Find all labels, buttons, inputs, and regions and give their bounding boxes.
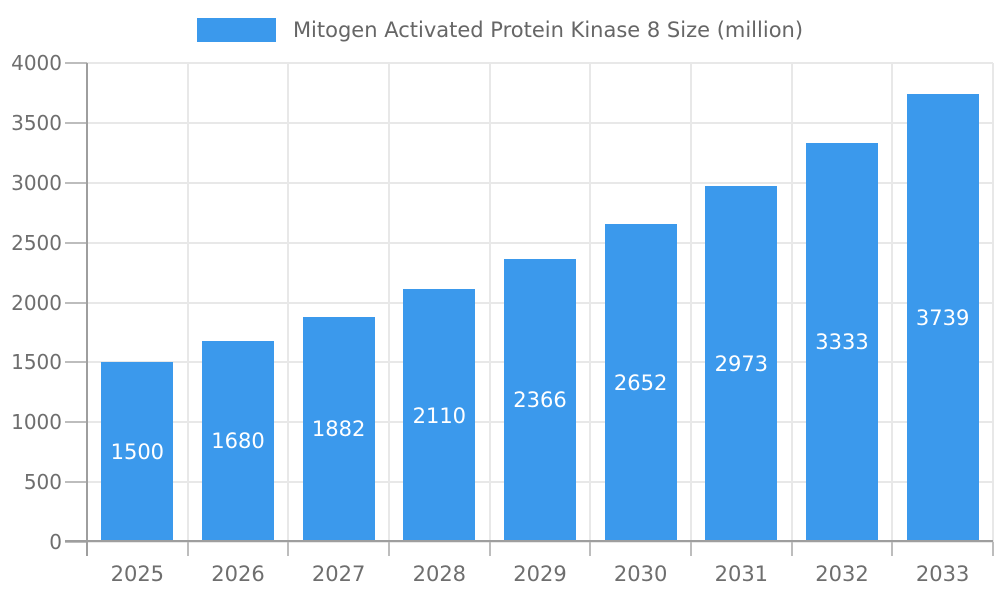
y-axis-tick-label: 4000 [11, 51, 62, 75]
bar-2028[interactable] [403, 289, 476, 542]
x-gridline [589, 63, 592, 542]
bar-value-label: 2110 [412, 403, 467, 428]
y-gridline [87, 62, 993, 64]
x-axis-category-label: 2026 [211, 562, 265, 586]
x-axis-tick [589, 542, 592, 556]
x-axis-category-label: 2031 [714, 562, 769, 586]
x-gridline [488, 63, 491, 542]
x-axis-tick [992, 542, 994, 556]
y-axis-tick [65, 421, 87, 424]
y-axis-line [86, 63, 88, 556]
x-axis-tick [790, 542, 793, 556]
x-axis-category-label: 2027 [311, 562, 366, 586]
y-gridline [87, 241, 993, 244]
x-axis-tick [287, 542, 290, 556]
x-gridline [992, 63, 994, 542]
x-gridline [891, 63, 894, 542]
bar-2029[interactable] [504, 258, 576, 542]
x-axis-category-label: 2028 [412, 562, 467, 586]
x-gridline [790, 63, 793, 542]
y-axis-tick-label: 500 [23, 470, 62, 495]
y-axis-tick-label: 3000 [11, 170, 62, 195]
bar-2027[interactable] [302, 316, 375, 542]
x-axis-tick [891, 542, 894, 556]
bar-value-label: 2973 [714, 351, 769, 376]
y-gridline [87, 121, 993, 124]
y-axis-tick-label: 1000 [11, 410, 62, 435]
y-axis-tick-label: 3500 [11, 110, 62, 135]
y-axis-tick [65, 62, 87, 64]
x-axis-tick [488, 542, 491, 556]
y-axis-tick-label: 2000 [11, 290, 62, 315]
bar-value-label: 1882 [311, 417, 366, 442]
x-axis-category-label: 2033 [915, 562, 970, 586]
x-axis-category-label: 2032 [815, 562, 869, 586]
y-axis-tick [65, 241, 87, 244]
bar-value-label: 2652 [613, 371, 668, 396]
bar-2025[interactable] [101, 362, 174, 542]
bar-value-label: 3739 [915, 306, 970, 331]
x-gridline [690, 63, 692, 542]
bar-2031[interactable] [705, 185, 778, 542]
y-axis-tick-label: 2500 [11, 230, 62, 255]
y-axis-tick [65, 121, 87, 124]
x-axis-tick [690, 542, 692, 556]
y-axis-tick-label: 1500 [11, 350, 62, 375]
bar-2026[interactable] [202, 340, 274, 542]
x-axis-category-label: 2029 [513, 562, 567, 586]
legend-label: Mitogen Activated Protein Kinase 8 Size … [292, 18, 804, 42]
x-axis-line [65, 540, 993, 542]
x-axis-tick [388, 542, 390, 556]
bar-value-label: 3333 [815, 330, 869, 355]
x-gridline [388, 63, 390, 542]
bar-2030[interactable] [604, 224, 677, 542]
y-axis-tick [65, 481, 87, 484]
bar-2033[interactable] [906, 94, 979, 542]
x-gridline [186, 63, 189, 542]
legend-swatch [196, 18, 276, 42]
y-axis-tick [65, 361, 87, 364]
bar-value-label: 1500 [110, 440, 165, 465]
y-gridline [87, 181, 993, 184]
y-gridline [87, 541, 993, 543]
bar-value-label: 2366 [513, 388, 567, 413]
x-axis-category-label: 2025 [110, 562, 165, 586]
y-axis-tick [65, 301, 87, 304]
bar-2032[interactable] [806, 142, 878, 542]
x-axis-category-label: 2030 [613, 562, 668, 586]
x-gridline [287, 63, 290, 542]
bar-value-label: 1680 [211, 429, 265, 454]
y-axis-tick [65, 541, 87, 543]
legend-item[interactable]: Mitogen Activated Protein Kinase 8 Size … [0, 17, 1000, 43]
y-axis-tick-label: 0 [49, 530, 62, 554]
y-axis-tick [65, 181, 87, 184]
x-axis-tick [186, 542, 189, 556]
